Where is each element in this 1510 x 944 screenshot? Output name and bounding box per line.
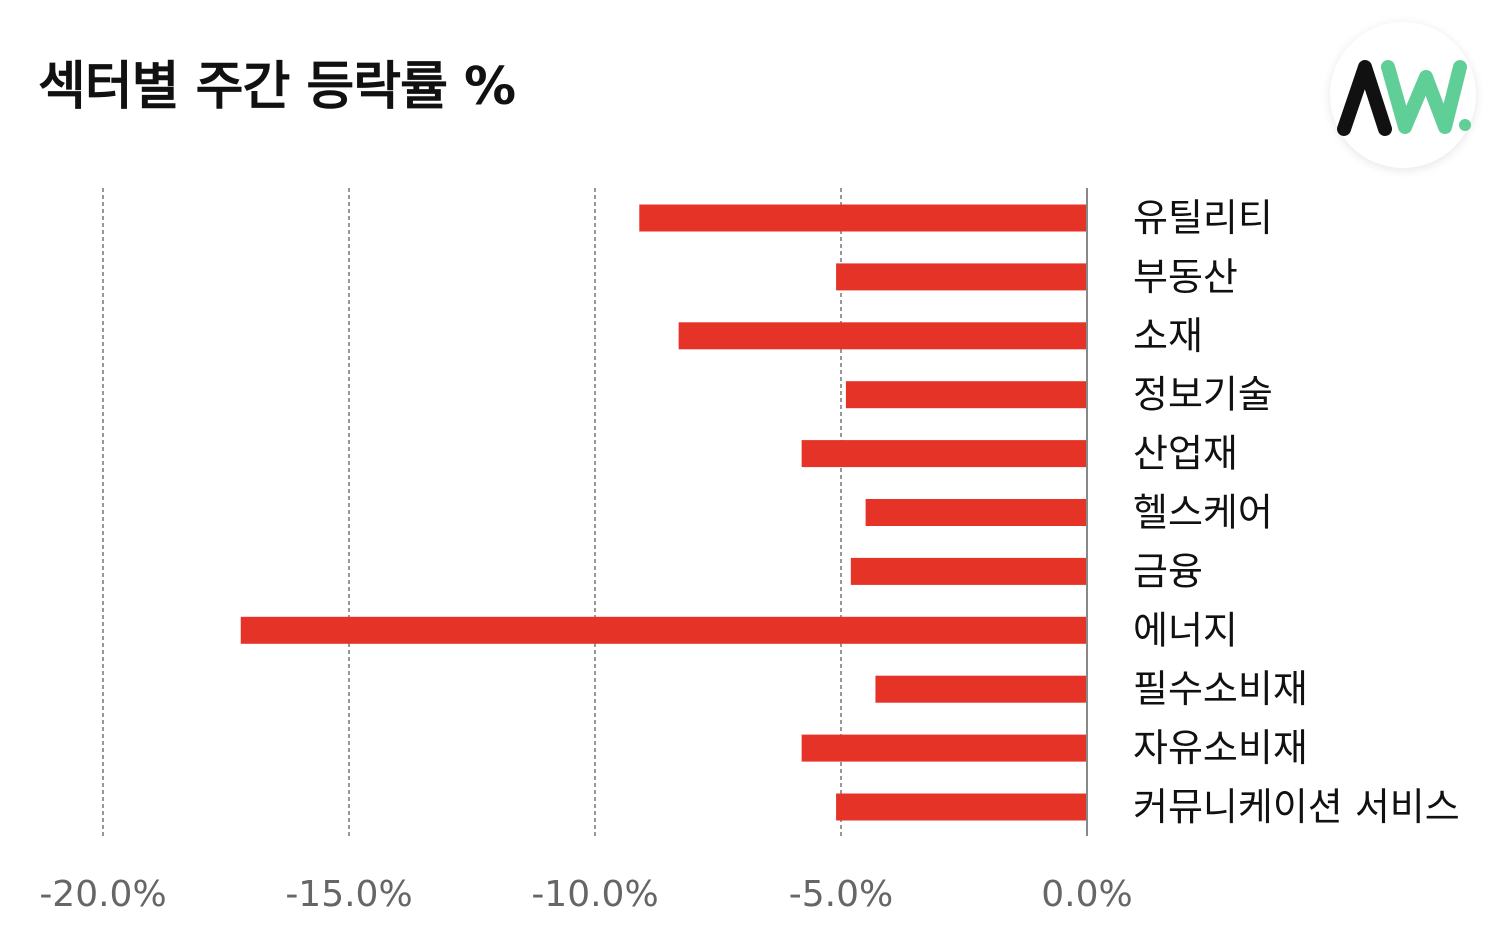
brand-logo [1330,22,1476,168]
category-label: 커뮤니케이션 서비스 [1133,785,1460,829]
category-label: 소재 [1133,314,1203,358]
x-tick-label: -15.0% [285,874,412,915]
bars [240,204,1087,821]
category-label: 유틸리티 [1133,196,1273,240]
bar [845,381,1087,409]
category-labels: 유틸리티부동산소재정보기술산업재헬스케어금융에너지필수소비재자유소비재커뮤니케이… [1133,196,1460,829]
x-tick-label: -20.0% [39,874,166,915]
category-label: 자유소비재 [1133,726,1308,770]
x-tick-label: -5.0% [789,874,893,915]
bar [678,322,1087,350]
category-label: 헬스케어 [1133,491,1273,535]
bar [240,616,1087,644]
chart-title: 섹터별 주간 등락률 % [38,57,516,117]
bar [639,204,1087,232]
category-label: 정보기술 [1133,373,1273,417]
category-label: 산업재 [1133,432,1238,476]
category-label: 필수소비재 [1133,667,1308,711]
bar [865,499,1087,526]
bar [801,734,1087,762]
bar [801,440,1087,468]
x-tick-labels: -20.0% -15.0% -10.0% -5.0% 0.0% [39,874,1132,915]
bar [836,793,1087,821]
x-tick-label: -10.0% [531,874,658,915]
x-tick-label: 0.0% [1041,874,1132,915]
category-label: 에너지 [1133,608,1238,652]
aw-logo-icon [1337,60,1471,136]
grid-lines [102,188,842,836]
bar [875,675,1087,703]
category-label: 부동산 [1133,255,1238,299]
category-label: 금융 [1133,549,1203,593]
bar [836,263,1087,291]
bar [850,557,1087,585]
